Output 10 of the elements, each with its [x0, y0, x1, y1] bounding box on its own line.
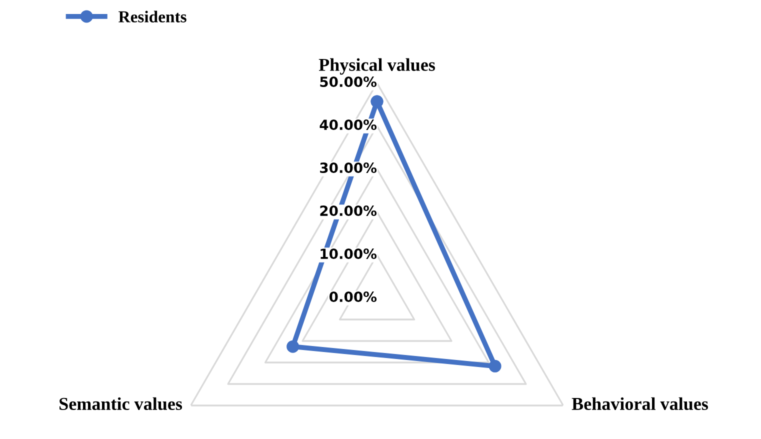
spoke-label: Semantic values [60, 397, 182, 410]
y-tick-label: 40.00% [320, 120, 377, 130]
spoke-label: Physical values [318, 58, 435, 75]
legend-label: Residents [118, 10, 186, 22]
y-tick-label: 10.00% [320, 248, 377, 260]
y-tick-label: 50.00% [320, 76, 377, 88]
y-tick-label: 0.00% [329, 292, 377, 302]
y-tick-label: 20.00% [320, 206, 377, 216]
spoke-label: Behavioral values [572, 397, 708, 410]
y-tick-label: 30.00% [320, 162, 377, 174]
